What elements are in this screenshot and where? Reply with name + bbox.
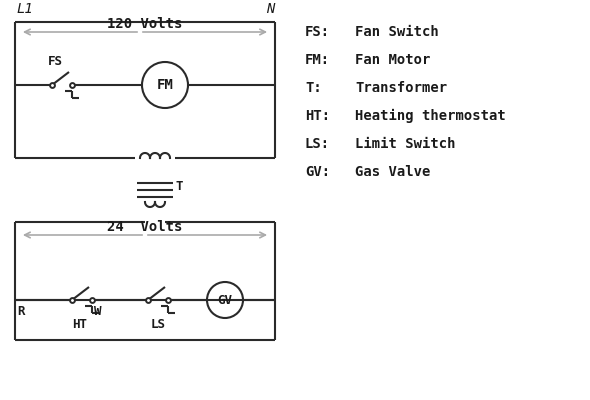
Text: LS: LS xyxy=(150,318,166,331)
Text: FS: FS xyxy=(48,55,63,68)
Text: W: W xyxy=(94,305,101,318)
Text: LS:: LS: xyxy=(305,137,330,151)
Text: Limit Switch: Limit Switch xyxy=(355,137,455,151)
Text: FM:: FM: xyxy=(305,53,330,67)
Text: N: N xyxy=(266,2,274,16)
Text: R: R xyxy=(17,305,25,318)
Text: FS:: FS: xyxy=(305,25,330,39)
Text: 24  Volts: 24 Volts xyxy=(107,220,183,234)
Text: HT:: HT: xyxy=(305,109,330,123)
Text: L1: L1 xyxy=(16,2,33,16)
Text: T: T xyxy=(175,180,182,193)
Text: Fan Motor: Fan Motor xyxy=(355,53,430,67)
Text: 120 Volts: 120 Volts xyxy=(107,17,183,31)
Text: FM: FM xyxy=(156,78,173,92)
Text: Gas Valve: Gas Valve xyxy=(355,165,430,179)
Text: GV:: GV: xyxy=(305,165,330,179)
Text: Heating thermostat: Heating thermostat xyxy=(355,109,506,123)
Text: GV: GV xyxy=(218,294,232,306)
Text: Fan Switch: Fan Switch xyxy=(355,25,439,39)
Text: HT: HT xyxy=(73,318,87,331)
Text: Transformer: Transformer xyxy=(355,81,447,95)
Text: T:: T: xyxy=(305,81,322,95)
